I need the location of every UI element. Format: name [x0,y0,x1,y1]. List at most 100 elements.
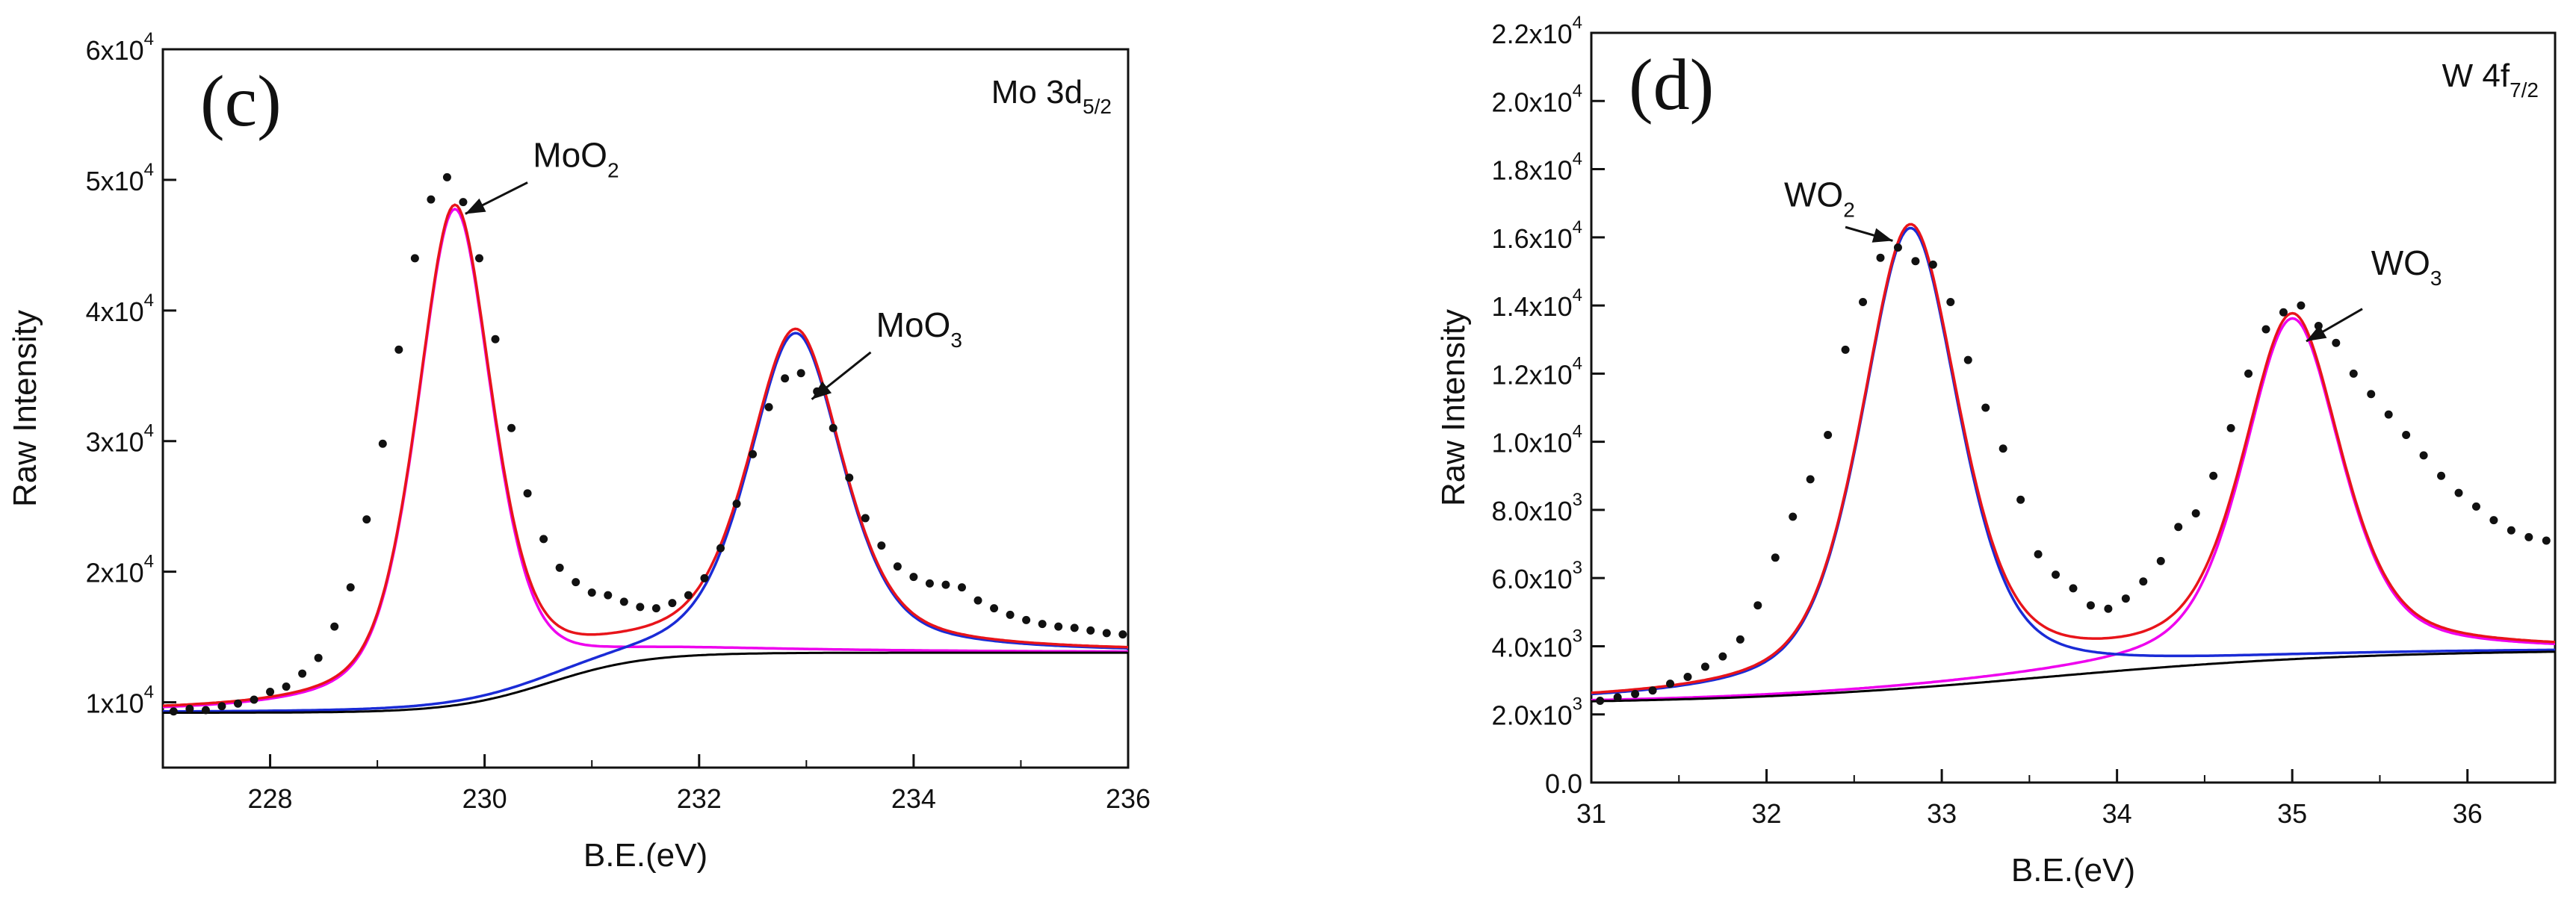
data-point [990,604,999,613]
data-point [781,374,790,383]
moo2-label: MoO2 [533,135,619,181]
data-point [684,591,693,600]
curves [163,203,1128,714]
data-point [2121,594,2130,603]
data-point [1963,355,1972,364]
x-tick-label: 31 [1576,798,1606,829]
data-point [587,588,596,597]
data-point [410,254,419,263]
wo3-label: WO3 [2371,243,2442,290]
data-point [1893,243,1902,252]
y-tick-label: 6.0x103 [1492,558,1582,594]
data-point [2052,570,2061,579]
y-axis-title: Raw Intensity [1435,309,1472,506]
x-tick-label: 36 [2453,798,2483,829]
background-line [163,651,1128,714]
data-point [233,699,242,708]
data-point [1118,630,1127,639]
background-line [1591,650,2555,703]
component-line [163,207,1128,709]
x-tick-label: 232 [677,783,722,814]
data-point [2209,471,2218,480]
data-point [1631,689,1640,698]
data-point [2244,369,2253,378]
data-point [1054,622,1063,631]
data-point [314,653,323,662]
panel-d: 31 32 33 34 35 36 0.0 2.0x103 4.0x103 6.0x103 8.0x… [1435,13,2557,889]
x-tick-label: 234 [891,783,936,814]
data-point [491,335,500,343]
x-axis-title: B.E.(eV) [583,837,708,874]
data-point [201,706,210,715]
data-point [346,583,355,592]
data-point [474,254,483,263]
data-point [1876,253,1885,262]
y-axis-title: Raw Intensity [7,310,43,507]
y-tick-label: 8.0x103 [1492,490,1582,526]
data-point [298,669,307,678]
data-point [2016,495,2025,504]
y-tick-label: 1.8x104 [1492,149,1582,186]
data-point [1006,610,1015,619]
data-point [893,562,902,571]
y-tick-label: 4x104 [86,290,154,327]
y-tick-label: 1.0x104 [1492,422,1582,458]
data-point [700,573,709,582]
component-line [163,332,1128,713]
data-point [394,345,403,354]
data-point [539,535,548,544]
data-point [1841,345,1850,354]
data-point [1789,512,1798,521]
envelope-line [163,203,1128,707]
data-point [941,580,950,589]
data-point [266,688,275,697]
data-point [1648,686,1657,695]
data-point [1666,679,1675,688]
y-tick-label: 2.0x103 [1492,694,1582,731]
data-point [1022,615,1031,624]
data-point [1946,298,1955,307]
data-point [2349,369,2358,378]
data-point [636,603,645,612]
data-point [2297,301,2306,310]
data-point [2471,502,2480,511]
data-point [604,591,613,600]
data-point [1824,431,1833,440]
data-point [523,489,532,498]
data-point [2069,584,2078,593]
data-point [459,198,468,207]
data-point [909,573,918,582]
y-tick-label: 1.4x104 [1492,285,1582,322]
data-point [185,704,194,713]
wo2-label: WO2 [1784,175,1855,222]
data-point [362,515,371,524]
data-point [2489,516,2498,525]
component-line [1591,317,2555,702]
y-tick-label: 5x104 [86,160,154,196]
data-point [651,604,660,613]
data-point [1753,601,1762,610]
data-point [2261,325,2270,334]
x-tick-label: 34 [2102,798,2132,829]
data-point [282,682,291,691]
region-label: W 4f7/2 [2442,57,2539,102]
data-point [2086,601,2095,610]
envelope-line [1591,223,2555,694]
data-point [1806,475,1815,484]
data-point [668,599,677,608]
data-point [829,423,837,432]
data-point [427,195,436,204]
data-point [250,695,258,704]
data-point [1700,662,1709,671]
data-point [2542,536,2551,545]
data-point [2226,423,2235,432]
data-point [2156,556,2165,565]
x-axis-title: B.E.(eV) [2011,852,2135,889]
data-point [1086,626,1095,635]
annotation-arrowhead [465,198,486,214]
data-point [1596,696,1605,705]
data-point [619,597,628,606]
data-point [1736,635,1744,644]
data-point [507,423,516,432]
plot-frame [161,48,1130,769]
